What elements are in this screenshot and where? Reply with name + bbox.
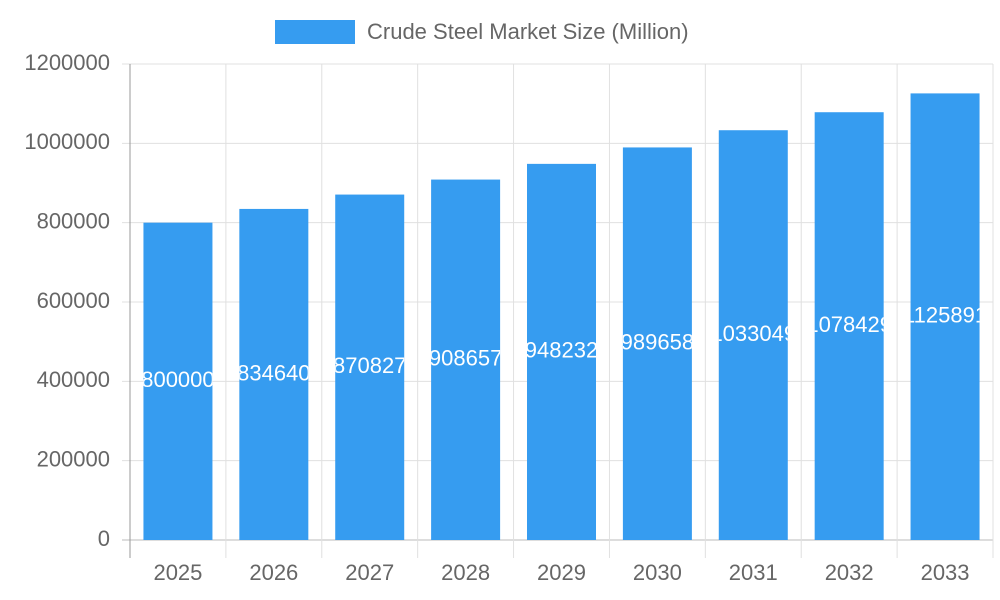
bar: [527, 163, 596, 540]
x-tick-label: 2031: [729, 560, 778, 585]
legend-label: Crude Steel Market Size (Million): [367, 19, 689, 44]
bar: [431, 179, 501, 541]
x-tick-label: 2033: [921, 560, 970, 585]
x-tick-label: 2027: [345, 560, 394, 585]
bar: [622, 147, 692, 540]
x-tick-label: 2032: [825, 560, 874, 585]
y-tick-label: 0: [98, 526, 110, 551]
bar: [143, 222, 213, 540]
bar: [335, 194, 405, 540]
x-tick-label: 2029: [537, 560, 586, 585]
value-label: 1033049: [710, 321, 796, 346]
x-tick-label: 2030: [633, 560, 682, 585]
value-label: 870827: [333, 353, 406, 378]
x-tick-label: 2025: [153, 560, 202, 585]
y-tick-label: 1200000: [24, 50, 110, 75]
bar: [910, 93, 980, 540]
value-label: 1078429: [806, 312, 892, 337]
value-label: 908657: [429, 346, 502, 371]
y-tick-label: 800000: [37, 208, 110, 233]
x-tick-label: 2028: [441, 560, 490, 585]
value-label: 800000: [141, 367, 214, 392]
y-tick-label: 400000: [37, 367, 110, 392]
x-tick-label: 2026: [249, 560, 298, 585]
bar: [718, 130, 788, 541]
y-tick-label: 1000000: [24, 129, 110, 154]
y-tick-label: 600000: [37, 288, 110, 313]
value-label: 948232: [525, 338, 598, 363]
value-label: 834640: [237, 360, 310, 385]
bar: [239, 208, 309, 540]
legend-swatch: [275, 20, 355, 44]
bar: [814, 112, 884, 541]
value-label: 989658: [621, 330, 694, 355]
y-tick-label: 200000: [37, 446, 110, 471]
value-label: 1125891: [903, 303, 987, 328]
